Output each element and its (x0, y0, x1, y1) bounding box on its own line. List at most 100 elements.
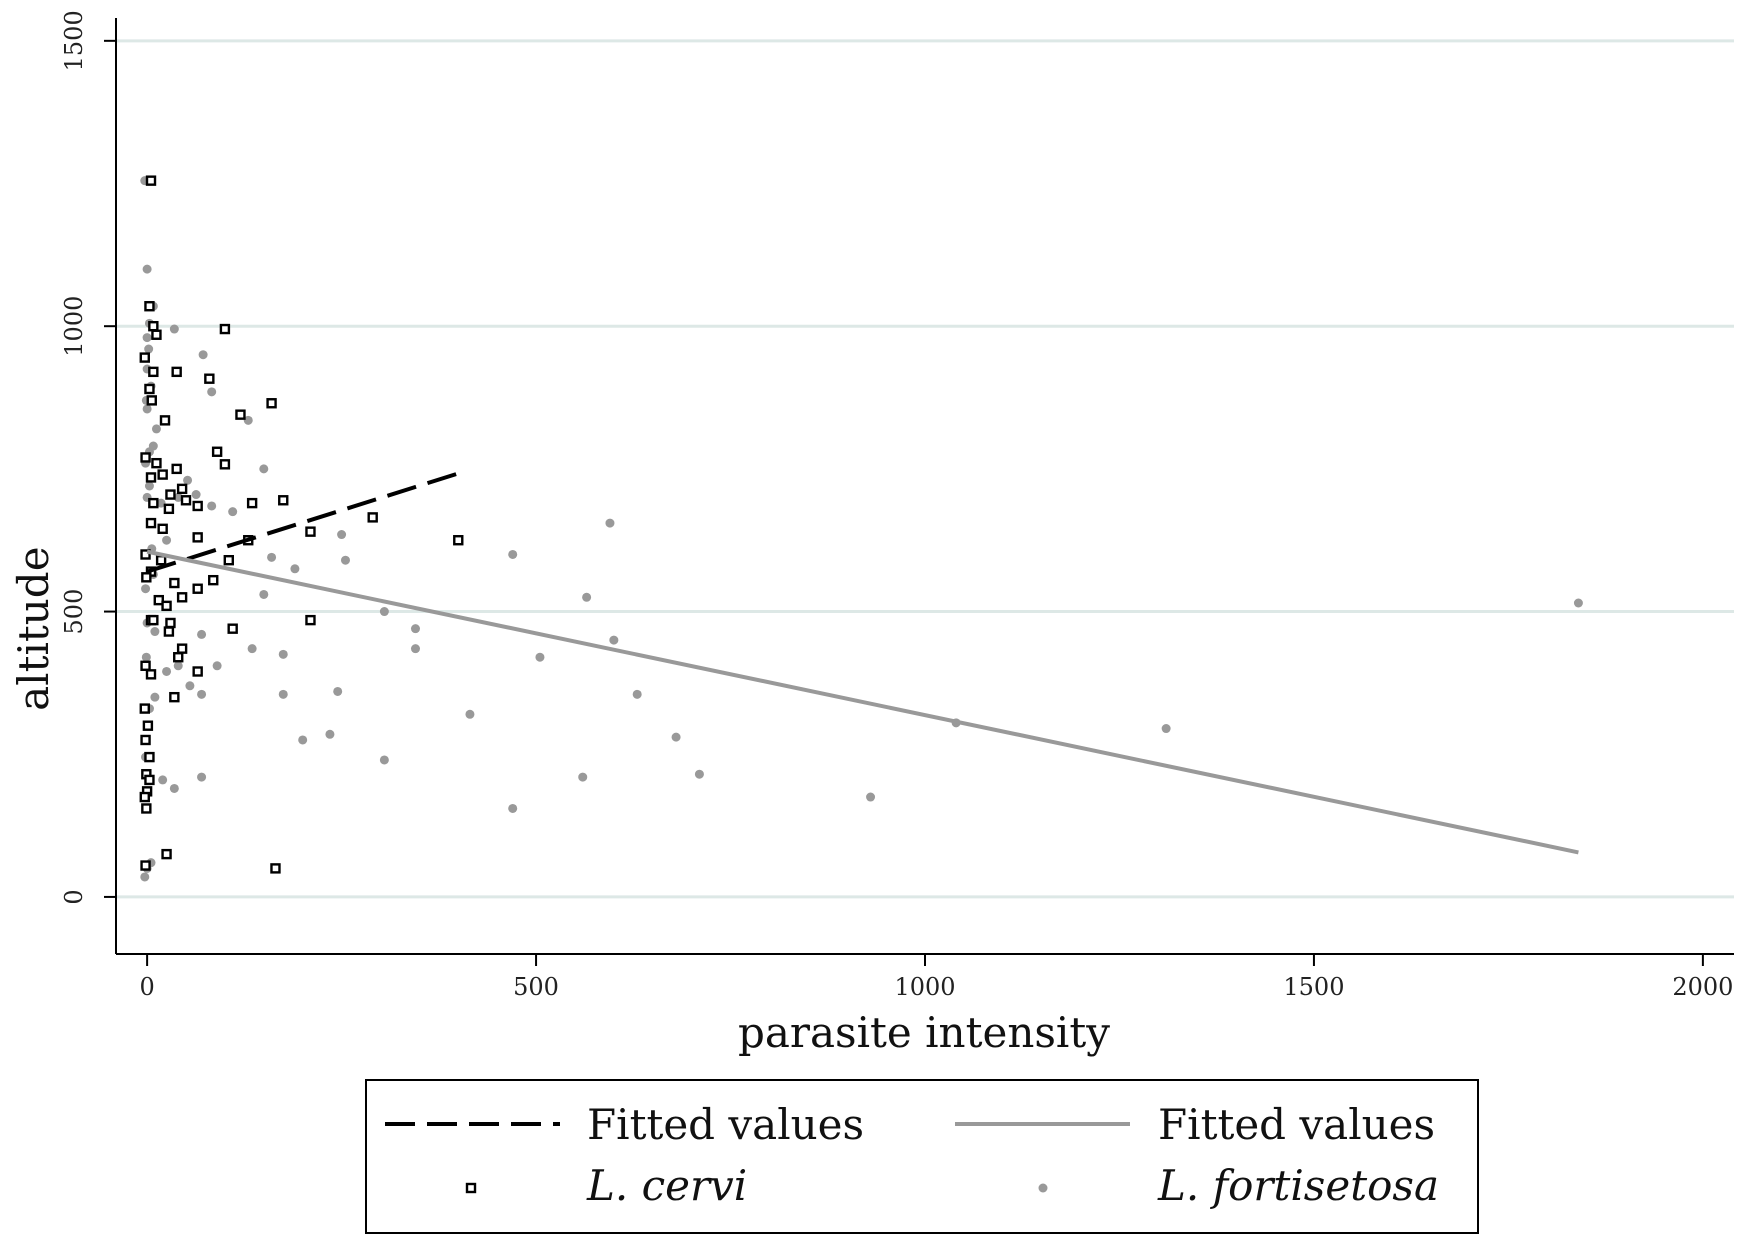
point-cervi (165, 489, 176, 500)
y-ticks: 0 500 1000 1500 (60, 10, 116, 905)
legend: Fitted values Fitted values L. cervi L. … (365, 1079, 1479, 1234)
point-cervi (145, 517, 157, 529)
point-cervi (163, 503, 175, 515)
point-cervi (219, 459, 231, 470)
y-axis-title: altitude (9, 546, 58, 710)
legend-label-cervi: L. cervi (586, 1161, 747, 1210)
point-fortisetosa (144, 344, 154, 354)
point-cervi (159, 415, 171, 426)
point-fortisetosa (267, 552, 277, 562)
x-tick-label-1000: 1000 (894, 973, 955, 1001)
point-cervi (192, 583, 203, 594)
legend-swatch-gray-dot (1038, 1183, 1048, 1193)
point-fortisetosa (259, 589, 269, 599)
point-cervi (246, 497, 258, 509)
point-fortisetosa (605, 518, 615, 528)
point-cervi (176, 483, 188, 495)
y-tick-label-0: 0 (60, 889, 88, 904)
point-fortisetosa (207, 501, 217, 511)
x-tick-label-500: 500 (513, 973, 559, 1001)
point-cervi (140, 452, 151, 463)
point-fortisetosa (141, 584, 151, 594)
point-cervi (157, 469, 168, 480)
legend-label-cervi-fit: Fitted values (587, 1100, 864, 1149)
x-tick-label-2000: 2000 (1672, 973, 1733, 1001)
point-fortisetosa (197, 629, 207, 639)
y-tick-label-500: 500 (60, 589, 88, 635)
point-cervi (278, 495, 289, 506)
point-fortisetosa (247, 644, 257, 654)
point-cervi (148, 320, 159, 332)
point-fortisetosa (1573, 598, 1583, 608)
point-fortisetosa (228, 507, 238, 517)
point-fortisetosa (508, 803, 518, 813)
point-fortisetosa (169, 783, 179, 793)
point-cervi (140, 549, 151, 560)
point-cervi (142, 720, 154, 731)
point-cervi (145, 669, 157, 680)
legend-swatch-hollow-square (465, 1182, 477, 1194)
point-fortisetosa (508, 549, 518, 559)
point-fortisetosa (151, 424, 161, 434)
point-fortisetosa (162, 666, 172, 676)
point-cervi (140, 734, 151, 746)
point-cervi (157, 523, 168, 535)
x-tick-label-1500: 1500 (1283, 973, 1344, 1001)
point-fortisetosa (142, 333, 152, 343)
point-fortisetosa (1161, 724, 1171, 734)
point-fortisetosa (410, 644, 420, 654)
point-cervi (163, 626, 175, 637)
data-points (139, 175, 1583, 882)
y-tick-label-1000: 1000 (60, 296, 88, 357)
point-cervi (148, 614, 159, 626)
point-cervi (208, 574, 219, 586)
point-cervi (139, 352, 150, 363)
point-cervi (227, 623, 238, 634)
point-fortisetosa (140, 872, 150, 882)
point-cervi (153, 594, 164, 606)
point-fortisetosa (609, 635, 619, 645)
point-fortisetosa (183, 475, 193, 485)
point-fortisetosa (198, 350, 208, 360)
point-fortisetosa (671, 732, 681, 742)
point-fortisetosa (632, 689, 642, 699)
point-fortisetosa (337, 530, 347, 540)
point-cervi (144, 383, 155, 395)
point-fortisetosa (197, 689, 207, 699)
point-fortisetosa (410, 624, 420, 634)
point-fortisetosa (150, 627, 160, 637)
point-cervi (144, 301, 155, 312)
point-cervi (141, 803, 152, 814)
point-fortisetosa (173, 492, 183, 502)
point-cervi (140, 860, 151, 871)
point-fortisetosa (379, 607, 389, 617)
point-cervi (144, 751, 155, 763)
point-cervi (161, 600, 172, 612)
legend-box (365, 1079, 1479, 1234)
point-fortisetosa (158, 775, 168, 785)
fitted-line-cervi (146, 471, 459, 574)
point-fortisetosa (278, 649, 288, 659)
point-cervi (305, 526, 316, 537)
point-fortisetosa (142, 404, 152, 414)
point-cervi (211, 446, 223, 457)
point-cervi (180, 495, 192, 506)
point-cervi (146, 395, 157, 406)
point-cervi (169, 691, 180, 703)
point-cervi (155, 554, 167, 566)
point-fortisetosa (191, 490, 201, 500)
point-cervi (171, 463, 182, 475)
point-fortisetosa (465, 709, 475, 719)
fitted-lines (146, 471, 1579, 855)
point-fortisetosa (298, 735, 308, 745)
point-cervi (192, 500, 203, 512)
point-fortisetosa (207, 387, 217, 397)
point-cervi (173, 652, 184, 663)
point-cervi (141, 572, 152, 583)
point-cervi (235, 409, 246, 420)
point-cervi (171, 366, 182, 378)
point-cervi (144, 774, 155, 786)
point-cervi (266, 398, 277, 409)
point-cervi (145, 472, 157, 483)
